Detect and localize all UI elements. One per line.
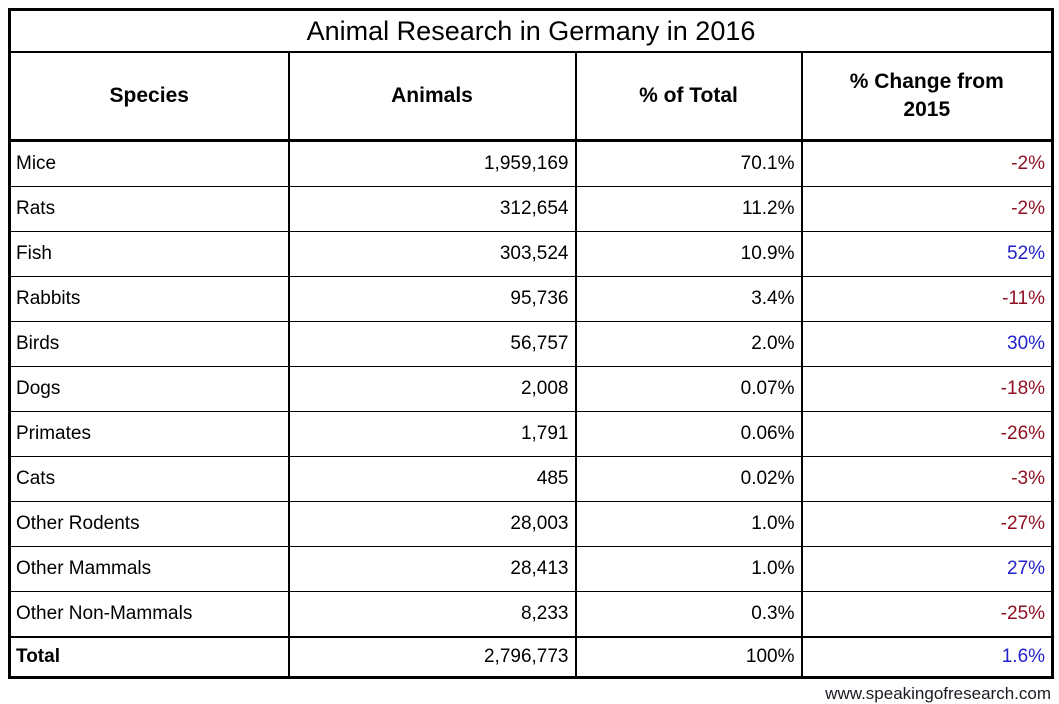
total-label: Total	[9, 636, 289, 678]
column-header-pct-total: % of Total	[574, 52, 802, 142]
animals-cell: 28,003	[287, 501, 576, 547]
table-row: Birds 56,757 2.0% 30%	[9, 321, 1053, 367]
table-row: Dogs 2,008 0.07% -18%	[9, 366, 1053, 412]
species-cell: Birds	[9, 321, 289, 367]
animals-cell: 1,959,169	[287, 140, 576, 187]
table-row: Rabbits 95,736 3.4% -11%	[9, 276, 1053, 322]
species-cell: Mice	[9, 140, 289, 187]
pct-change-cell: -18%	[800, 366, 1053, 412]
pct-total-cell: 0.07%	[574, 366, 802, 412]
animals-cell: 2,008	[287, 366, 576, 412]
pct-change-cell: -3%	[800, 456, 1053, 502]
animals-cell: 485	[287, 456, 576, 502]
table-row: Other Rodents 28,003 1.0% -27%	[9, 501, 1053, 547]
website-attribution: www.speakingofresearch.com	[825, 684, 1051, 703]
table-row: Primates 1,791 0.06% -26%	[9, 411, 1053, 457]
column-header-species: Species	[9, 52, 289, 142]
species-cell: Other Mammals	[9, 546, 289, 592]
pct-change-cell: -11%	[800, 276, 1053, 322]
pct-total-cell: 0.02%	[574, 456, 802, 502]
total-animals-cell: 2,796,773	[287, 636, 576, 678]
table-title: Animal Research in Germany in 2016	[9, 9, 1053, 53]
pct-change-cell: 30%	[800, 321, 1053, 367]
species-cell: Other Rodents	[9, 501, 289, 547]
total-pct-total-cell: 100%	[574, 636, 802, 678]
species-cell: Other Non-Mammals	[9, 591, 289, 638]
species-cell: Rabbits	[9, 276, 289, 322]
species-cell: Cats	[9, 456, 289, 502]
pct-total-cell: 3.4%	[574, 276, 802, 322]
pct-change-cell: -2%	[800, 186, 1053, 232]
pct-total-cell: 0.3%	[574, 591, 802, 638]
pct-change-cell: -25%	[800, 591, 1053, 638]
pct-total-cell: 1.0%	[574, 501, 802, 547]
pct-total-cell: 2.0%	[574, 321, 802, 367]
total-row: Total 2,796,773 100% 1.6%	[9, 636, 1053, 678]
pct-total-cell: 10.9%	[574, 231, 802, 277]
column-header-pct-change: % Change from 2015	[800, 52, 1053, 142]
animals-cell: 303,524	[287, 231, 576, 277]
table-row: Mice 1,959,169 70.1% -2%	[9, 140, 1053, 187]
species-cell: Dogs	[9, 366, 289, 412]
pct-change-cell: -26%	[800, 411, 1053, 457]
title-row: Animal Research in Germany in 2016	[9, 9, 1053, 53]
table-container: Animal Research in Germany in 2016 Speci…	[8, 8, 1055, 704]
table-body: Mice 1,959,169 70.1% -2% Rats 312,654 11…	[9, 140, 1053, 638]
pct-change-cell: -2%	[800, 140, 1053, 187]
animals-cell: 312,654	[287, 186, 576, 232]
animal-research-table: Animal Research in Germany in 2016 Speci…	[8, 8, 1055, 679]
species-cell: Rats	[9, 186, 289, 232]
animals-cell: 8,233	[287, 591, 576, 638]
table-row: Other Non-Mammals 8,233 0.3% -25%	[9, 591, 1053, 638]
header-row: Species Animals % of Total % Change from…	[9, 52, 1053, 142]
pct-total-cell: 70.1%	[574, 140, 802, 187]
column-header-animals: Animals	[287, 52, 576, 142]
table-row: Other Mammals 28,413 1.0% 27%	[9, 546, 1053, 592]
pct-total-cell: 11.2%	[574, 186, 802, 232]
pct-change-cell: 52%	[800, 231, 1053, 277]
total-pct-change-cell: 1.6%	[800, 636, 1053, 678]
pct-change-cell: 27%	[800, 546, 1053, 592]
table-row: Cats 485 0.02% -3%	[9, 456, 1053, 502]
species-cell: Primates	[9, 411, 289, 457]
pct-total-cell: 1.0%	[574, 546, 802, 592]
pct-change-cell: -27%	[800, 501, 1053, 547]
animals-cell: 28,413	[287, 546, 576, 592]
animals-cell: 56,757	[287, 321, 576, 367]
animals-cell: 95,736	[287, 276, 576, 322]
table-row: Fish 303,524 10.9% 52%	[9, 231, 1053, 277]
pct-total-cell: 0.06%	[574, 411, 802, 457]
animals-cell: 1,791	[287, 411, 576, 457]
table-row: Rats 312,654 11.2% -2%	[9, 186, 1053, 232]
species-cell: Fish	[9, 231, 289, 277]
